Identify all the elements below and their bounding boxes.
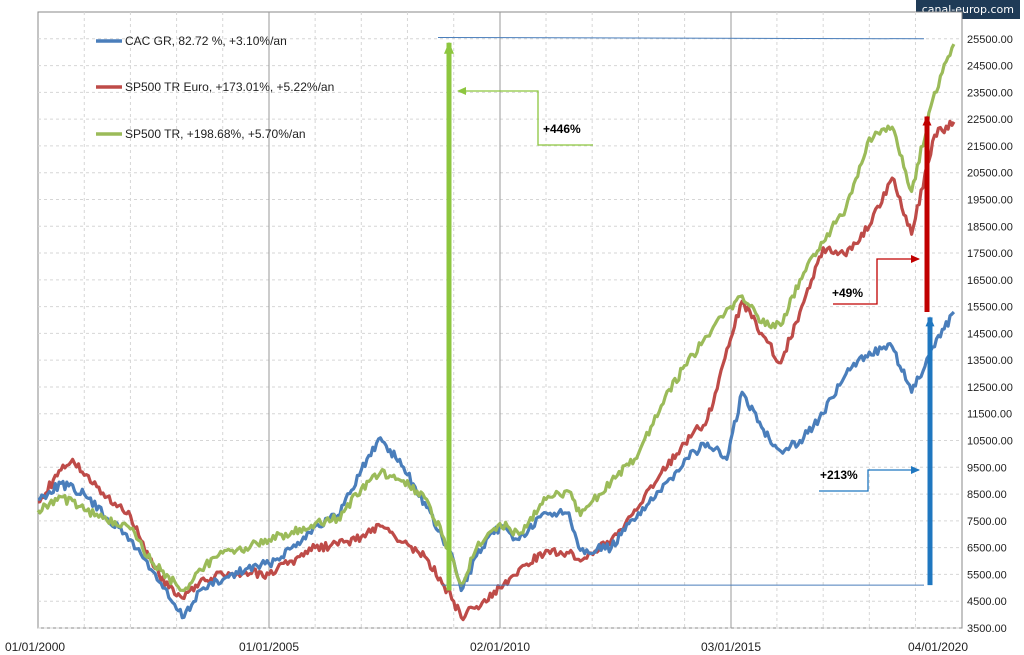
y-tick-label: 24500.00 [967, 61, 1013, 73]
annotation-label: +446% [543, 122, 581, 136]
x-axis: 01/01/2000 01/01/2005 02/01/2010 03/01/2015… [5, 640, 968, 654]
y-tick-label: 3500.00 [967, 623, 1007, 635]
y-tick-label: 17500.00 [967, 248, 1013, 260]
annotation-label: +213% [820, 468, 858, 482]
annotation-label: +49% [832, 286, 863, 300]
legend-label: SP500 TR Euro, +173.01%, +5.22%/an [125, 80, 334, 94]
y-tick-label: 19500.00 [967, 194, 1013, 206]
y-axis: 3500.00 4500.00 5500.00 6500.00 7500.00 8500.… [967, 34, 1013, 635]
x-tick-label: 04/01/2020 [908, 640, 968, 654]
y-tick-label: 16500.00 [967, 275, 1013, 287]
y-tick-label: 20500.00 [967, 168, 1013, 180]
y-tick-label: 9500.00 [967, 462, 1007, 474]
y-tick-label: 5500.00 [967, 569, 1007, 581]
chart-series [36, 43, 956, 622]
y-tick-label: 25500.00 [967, 34, 1013, 46]
x-tick-label: 01/01/2000 [5, 640, 65, 654]
y-tick-label: 15500.00 [967, 302, 1013, 314]
series-line [36, 43, 956, 593]
y-tick-label: 11500.00 [967, 409, 1012, 421]
series-line [37, 119, 956, 622]
y-tick-label: 21500.00 [967, 141, 1013, 153]
legend-label: SP500 TR, +198.68%, +5.70%/an [125, 127, 306, 141]
y-tick-label: 4500.00 [967, 596, 1007, 608]
blue-callout-line [819, 466, 920, 492]
chart-grid [37, 11, 963, 629]
y-tick-label: 10500.00 [967, 436, 1013, 448]
chart-annotations: +446% +49% +213% [437, 36, 935, 591]
y-tick-label: 8500.00 [967, 489, 1007, 501]
reference-line-top [437, 36, 925, 40]
y-tick-label: 13500.00 [967, 355, 1013, 367]
y-tick-label: 12500.00 [967, 382, 1013, 394]
legend-label: CAC GR, 82.72 %, +3.10%/an [125, 34, 287, 48]
y-tick-label: 14500.00 [967, 328, 1013, 340]
y-tick-label: 6500.00 [967, 543, 1007, 555]
y-tick-label: 18500.00 [967, 221, 1013, 233]
series-line [37, 310, 956, 620]
x-tick-label: 01/01/2005 [239, 640, 299, 654]
y-tick-label: 23500.00 [967, 87, 1013, 99]
x-tick-label: 03/01/2015 [701, 640, 761, 654]
red-callout-line [833, 255, 920, 305]
x-tick-label: 02/01/2010 [470, 640, 530, 654]
green-callout-line [457, 87, 593, 146]
y-tick-label: 7500.00 [967, 516, 1007, 528]
chart-legend: CAC GR, 82.72 %, +3.10%/an SP500 TR Euro,… [96, 34, 334, 141]
y-tick-label: 22500.00 [967, 114, 1013, 126]
